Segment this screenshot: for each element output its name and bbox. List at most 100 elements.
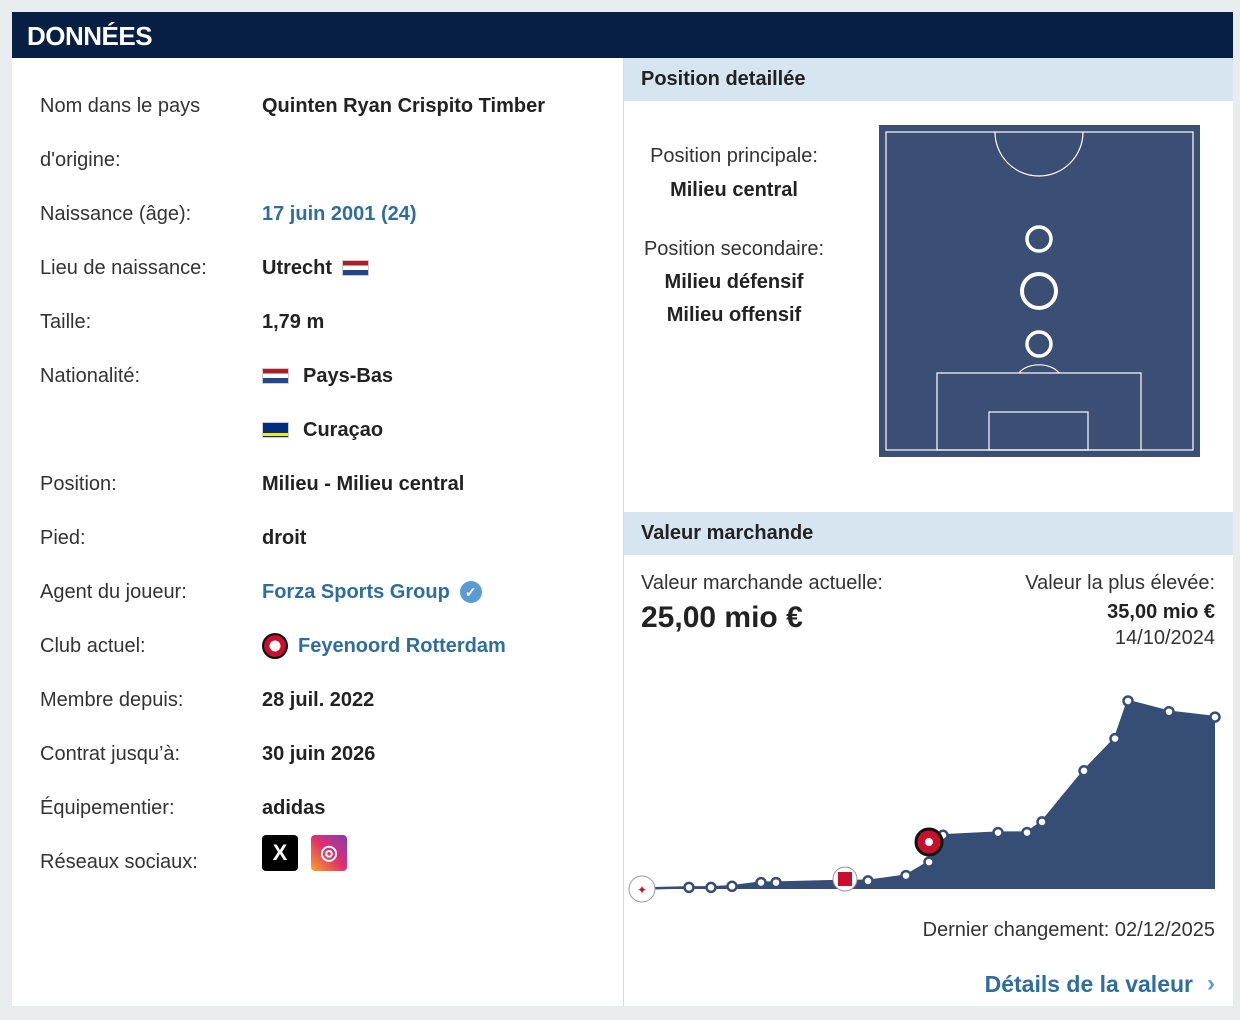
current-value: 25,00 mio € <box>641 601 803 634</box>
club-marker-feyenoord[interactable] <box>914 827 944 857</box>
chevron-right-icon: › <box>1207 970 1215 997</box>
info-row: Agent du joueur: Forza Sports Group ✓ <box>12 565 623 619</box>
info-label: Pied: <box>40 527 86 549</box>
netherlands-flag-icon <box>342 260 370 276</box>
club-link[interactable]: Feyenoord Rotterdam <box>298 635 506 657</box>
pitch-diagram <box>879 125 1200 457</box>
right-column: Position detaillée Position principale: … <box>624 58 1233 1006</box>
chart-point[interactable] <box>923 856 935 868</box>
netherlands-flag-icon <box>262 368 289 384</box>
info-row: Lieu de naissance: Utrecht <box>12 241 623 295</box>
chart-point[interactable] <box>1163 705 1175 718</box>
info-label: Position: <box>40 473 117 495</box>
contract-end: 30 juin 2026 <box>262 743 376 765</box>
info-label: Lieu de naissance: <box>40 257 207 279</box>
data-card: DONNÉES Nom dans le pays Quinten Ryan Cr… <box>12 12 1233 1006</box>
center-circle <box>994 131 1084 177</box>
info-label: Contrat jusqu’à: <box>40 743 181 765</box>
x-icon[interactable]: X <box>262 835 298 871</box>
chart-point[interactable] <box>900 869 912 882</box>
info-row: Nationalité: Pays-Bas <box>12 349 623 403</box>
info-row: Position: Milieu - Milieu central <box>12 457 623 511</box>
nationality-1: Pays-Bas <box>262 349 393 403</box>
section-title: DONNÉES <box>27 21 153 51</box>
birth-place-text: Utrecht <box>262 257 333 279</box>
club-marker-ajax[interactable]: ✦ <box>628 875 656 903</box>
nationality-text: Curaçao <box>303 419 384 441</box>
info-label: Agent du joueur: <box>40 581 187 603</box>
position-value: Milieu - Milieu central <box>262 473 465 495</box>
verified-check-icon: ✓ <box>459 581 482 603</box>
info-row: Pied: droit <box>12 511 623 565</box>
chart-point[interactable] <box>705 881 717 894</box>
social-links: X ◎ <box>262 835 360 871</box>
chart-point[interactable] <box>1109 732 1121 745</box>
info-label: d'origine: <box>40 149 121 171</box>
curacao-flag-icon <box>262 422 289 438</box>
height: 1,79 m <box>262 311 325 333</box>
info-row: Club actuel: Feyenoord Rotterdam <box>12 619 623 673</box>
highest-value-label: Valeur la plus élevée: <box>1025 572 1215 594</box>
info-label: Club actuel: <box>40 635 146 657</box>
secondary-position-value: Milieu défensif <box>664 271 804 293</box>
market-value-chart[interactable]: ✦ <box>624 667 1233 912</box>
highest-value: 35,00 mio € <box>1107 601 1215 623</box>
birth-date-link[interactable]: 17 juin 2001 (24) <box>262 203 417 225</box>
chart-point[interactable] <box>1209 711 1221 723</box>
info-label: Taille: <box>40 311 92 333</box>
info-row: Équipementier: adidas <box>12 781 623 835</box>
highest-value-date: 14/10/2024 <box>1114 627 1215 649</box>
nationality-2: Curaçao <box>262 403 383 457</box>
chart-point[interactable] <box>755 876 767 889</box>
current-value-label: Valeur marchande actuelle: <box>641 572 883 594</box>
market-value-header: Valeur marchande <box>624 512 1233 555</box>
feyenoord-crest-icon[interactable] <box>262 633 288 659</box>
divider <box>623 58 624 1006</box>
chart-point[interactable] <box>1078 765 1090 777</box>
value-details-link[interactable]: Détails de la valeur › <box>985 970 1215 998</box>
chart-point[interactable] <box>770 876 782 889</box>
joined-date: 28 juil. 2022 <box>262 689 375 711</box>
chart-point[interactable] <box>992 826 1004 839</box>
header-bar: DONNÉES <box>12 12 1233 58</box>
market-value-title: Valeur marchande <box>641 522 814 544</box>
secondary-position-value: Milieu offensif <box>666 304 802 326</box>
market-value-block: Valeur marchande actuelle: 25,00 mio € V… <box>624 557 1233 1006</box>
agent-link[interactable]: Forza Sports Group <box>262 581 450 603</box>
info-label: Équipementier: <box>40 797 175 819</box>
chart-point[interactable] <box>862 875 874 887</box>
position-block: Position principale: Milieu central Posi… <box>624 101 1233 501</box>
main-position-label: Position principale: <box>650 145 818 167</box>
position-marker-offensive <box>1025 225 1053 253</box>
agent: Forza Sports Group ✓ <box>262 565 482 619</box>
full-name: Quinten Ryan Crispito Timber <box>262 95 545 117</box>
info-row: Réseaux sociaux: X ◎ <box>12 835 623 889</box>
chart-point[interactable] <box>1021 826 1033 839</box>
chart-area <box>642 701 1215 889</box>
foot-value: droit <box>262 527 307 549</box>
birth-place: Utrecht <box>262 241 370 295</box>
info-label: Naissance (âge): <box>40 203 192 225</box>
info-label: Réseaux sociaux: <box>40 851 198 873</box>
profile-info: Nom dans le pays Quinten Ryan Crispito T… <box>12 58 623 1006</box>
info-row: Naissance (âge): 17 juin 2001 (24) <box>12 187 623 241</box>
chart-point[interactable] <box>1036 816 1048 828</box>
details-link-text[interactable]: Détails de la valeur <box>984 970 1193 997</box>
secondary-position-label: Position secondaire: <box>643 238 825 260</box>
current-club: Feyenoord Rotterdam <box>262 619 506 673</box>
instagram-icon[interactable]: ◎ <box>311 835 347 871</box>
position-title: Position detaillée <box>641 68 806 90</box>
main-position-value: Milieu central <box>670 179 798 201</box>
pitch-background <box>879 125 1200 457</box>
last-change: Dernier changement: 02/12/2025 <box>922 919 1215 941</box>
chart-point[interactable] <box>1122 695 1134 707</box>
info-label: Nom dans le pays <box>40 95 201 117</box>
outfitter: adidas <box>262 797 326 819</box>
position-marker-central <box>1020 272 1058 310</box>
position-marker-defensive <box>1025 330 1053 358</box>
club-marker-utrecht[interactable] <box>832 866 858 892</box>
chart-point[interactable] <box>726 880 738 893</box>
info-row: Contrat jusqu’à: 30 juin 2026 <box>12 727 623 781</box>
chart-point[interactable] <box>683 881 695 894</box>
goal-box <box>988 411 1089 451</box>
